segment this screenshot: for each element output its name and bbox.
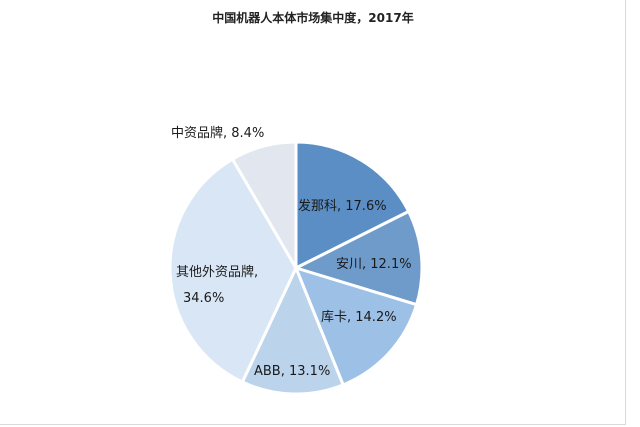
slice-label: 发那科, 17.6% [298,198,387,214]
chart-title: 中国机器人本体市场集中度，2017年 [212,11,414,25]
pie-slice [240,264,346,396]
pie-slice [230,140,298,274]
pie-slice [291,209,424,307]
slice-label: ABB, 13.1% [254,364,330,379]
slice-label: 中资品牌, 8.4% [171,125,264,141]
slice-label: 安川, 12.1% [336,257,412,272]
pie-slice [294,140,411,271]
pie-slice [293,265,419,387]
slice-label-line2: 34.6% [183,291,224,306]
slice-label: 库卡, 14.2% [321,309,397,325]
slice-label: 其他外资品牌, [176,264,258,280]
